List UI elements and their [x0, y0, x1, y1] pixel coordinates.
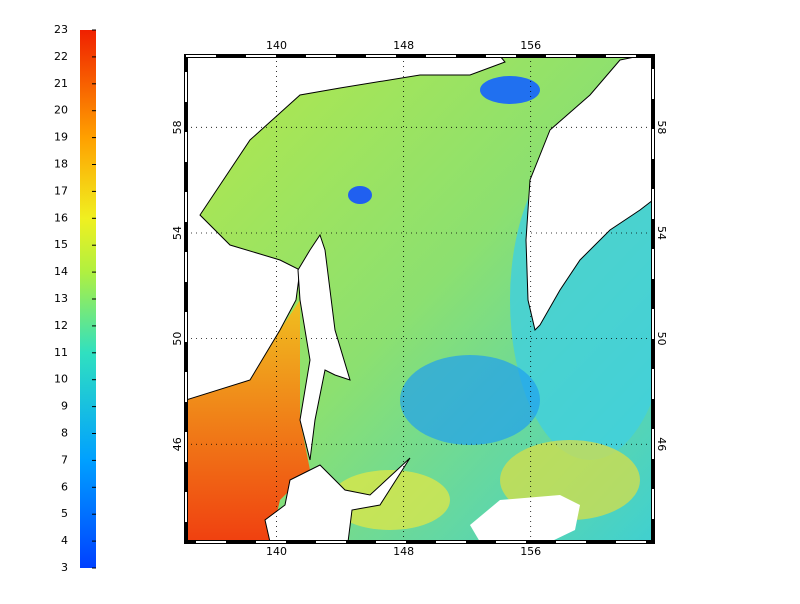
colorbar-tick-label: 4	[61, 534, 68, 547]
colorbar-tick-label: 15	[54, 238, 68, 251]
lon-tick-label: 148	[393, 39, 414, 52]
lat-tick-label: 54	[655, 226, 668, 240]
colorbar-tick-label: 8	[61, 427, 68, 440]
lon-tick-label: 156	[520, 39, 541, 52]
lat-tick-label: 58	[655, 120, 668, 134]
colorbar-tick-label: 20	[54, 104, 68, 117]
colorbar-tick-label: 16	[54, 211, 68, 224]
lon-tick-label: 148	[393, 545, 414, 558]
colorbar-tick-label: 10	[54, 373, 68, 386]
colorbar-tick-label: 21	[54, 77, 68, 90]
colorbar-tick-label: 13	[54, 292, 68, 305]
colorbar-tick-label: 9	[61, 400, 68, 413]
colorbar-tick-label: 11	[54, 346, 68, 359]
map-frame	[184, 54, 655, 544]
colorbar-tick-label: 14	[54, 265, 68, 278]
lon-tick-label: 140	[266, 545, 287, 558]
lat-tick-label: 50	[171, 332, 184, 346]
lon-tick-label: 156	[520, 545, 541, 558]
grid	[186, 56, 653, 542]
colorbar-tick-label: 12	[54, 319, 68, 332]
lat-tick-label: 50	[655, 332, 668, 346]
lat-tick-label: 54	[171, 226, 184, 240]
colorbar-tick-label: 3	[61, 561, 68, 574]
lat-tick-label: 46	[655, 437, 668, 451]
colorbar-tick-label: 7	[61, 453, 68, 466]
lat-tick-label: 46	[171, 437, 184, 451]
colorbar-tick-label: 23	[54, 23, 68, 36]
colorbar-tick-label: 22	[54, 50, 68, 63]
lat-tick-label: 58	[171, 120, 184, 134]
map-field	[186, 56, 653, 542]
colorbar-tick-label: 18	[54, 158, 68, 171]
lon-tick-label: 140	[266, 39, 287, 52]
colorbar-tick-label: 19	[54, 131, 68, 144]
colorbar-tick-label: 6	[61, 480, 68, 493]
colorbar-tick-label: 5	[61, 507, 68, 520]
colorbar-tick-label: 17	[54, 184, 68, 197]
